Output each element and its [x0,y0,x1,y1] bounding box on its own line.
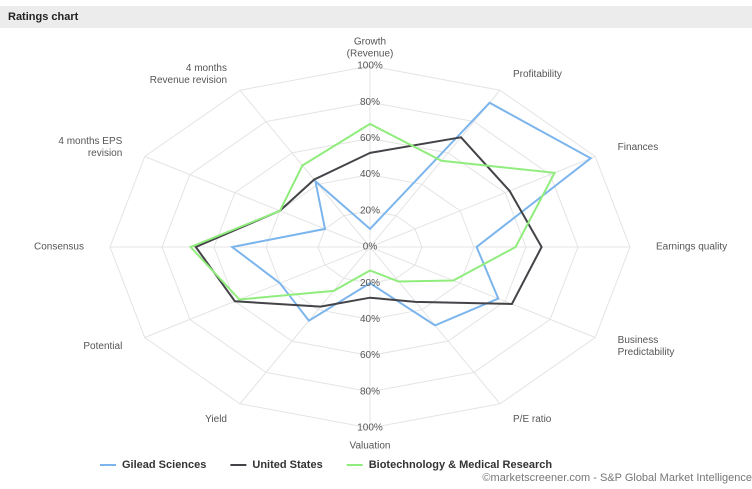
r-tick-label: 20% [360,205,380,216]
category-label: Consensus [34,242,84,253]
category-label: Growth [354,37,386,48]
legend-label: Biotechnology & Medical Research [369,459,553,471]
spoke [239,89,371,248]
r-tick-label: 100% [357,423,383,434]
category-label: Profitability [513,69,562,80]
category-label: (Revenue) [347,49,394,60]
category-label: revision [88,148,122,159]
category-label: 4 months EPS [58,136,122,147]
r-tick-label: 80% [360,386,380,397]
r-tick-label: 80% [360,97,380,108]
r-tick-label: 60% [360,133,380,144]
spoke [369,89,501,248]
spoke [369,156,596,248]
header-bar [0,6,752,28]
category-label: Predictability [618,347,675,358]
r-tick-label: 60% [360,350,380,361]
r-tick-label: 20% [360,278,380,289]
spoke [144,246,371,338]
legend-label: Gilead Sciences [122,459,206,471]
legend-label: United States [252,459,322,471]
category-label: 4 months [186,63,227,74]
r-tick-label: 40% [360,314,380,325]
category-label: Earnings quality [656,242,727,253]
chart-title: Ratings chart [8,11,79,23]
spoke [239,246,371,405]
category-label: Business [618,335,659,346]
r-tick-label: 40% [360,169,380,180]
category-label: P/E ratio [513,414,552,425]
source-note: ©marketscreener.com - S&P Global Market … [482,472,752,484]
series-line [229,101,593,327]
r-tick-label: 100% [357,61,383,72]
spoke [144,156,371,248]
r-tick-label: 0% [363,242,378,253]
spoke [369,246,596,338]
category-label: Valuation [350,441,391,452]
category-label: Revenue revision [150,75,227,86]
category-label: Potential [83,341,122,352]
series-line [188,122,557,301]
category-label: Finances [618,142,659,153]
category-label: Yield [205,414,227,425]
